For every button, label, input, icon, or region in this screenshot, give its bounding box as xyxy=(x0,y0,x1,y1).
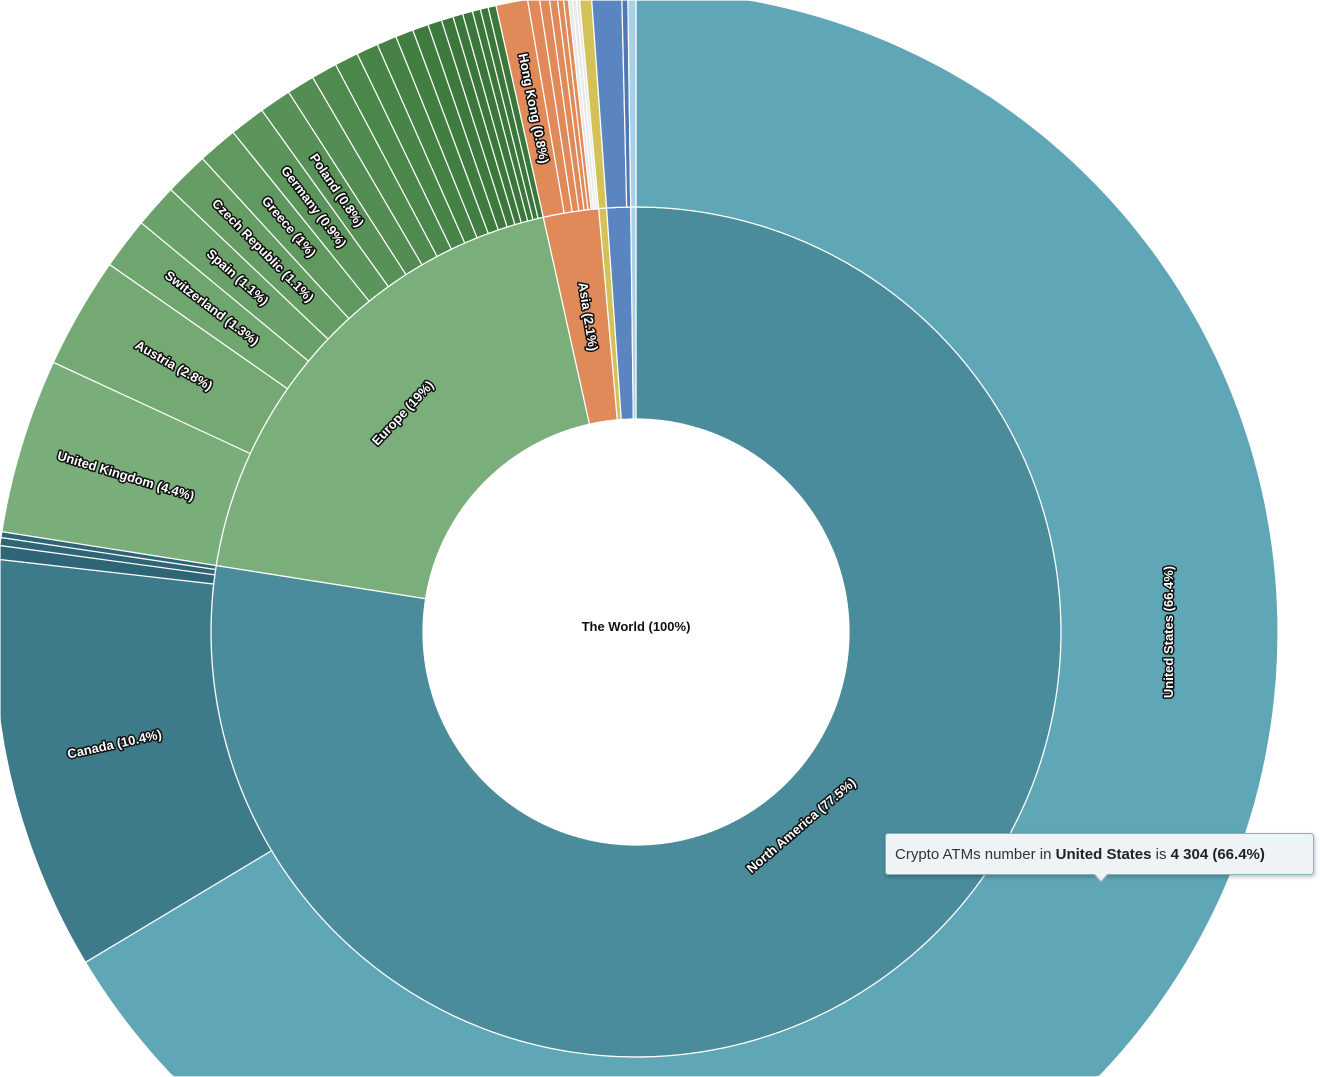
tooltip-middle: is xyxy=(1151,846,1171,863)
country-segment-unlabeled[interactable] xyxy=(627,0,637,208)
tooltip: Crypto ATMs number in United States is 4… xyxy=(885,833,1314,883)
tooltip-country: United States xyxy=(1055,846,1152,863)
united-states-label: United States (66.4%) xyxy=(1161,566,1176,698)
region-ring xyxy=(210,206,1062,1058)
country-ring xyxy=(0,0,1279,1077)
center-hole xyxy=(423,419,849,845)
tooltip-arrow xyxy=(1093,873,1109,883)
tooltip-value: 4 304 (66.4%) xyxy=(1170,846,1265,863)
center-label: The World (100%) xyxy=(582,619,691,634)
tooltip-prefix: Crypto ATMs number in xyxy=(895,846,1056,863)
